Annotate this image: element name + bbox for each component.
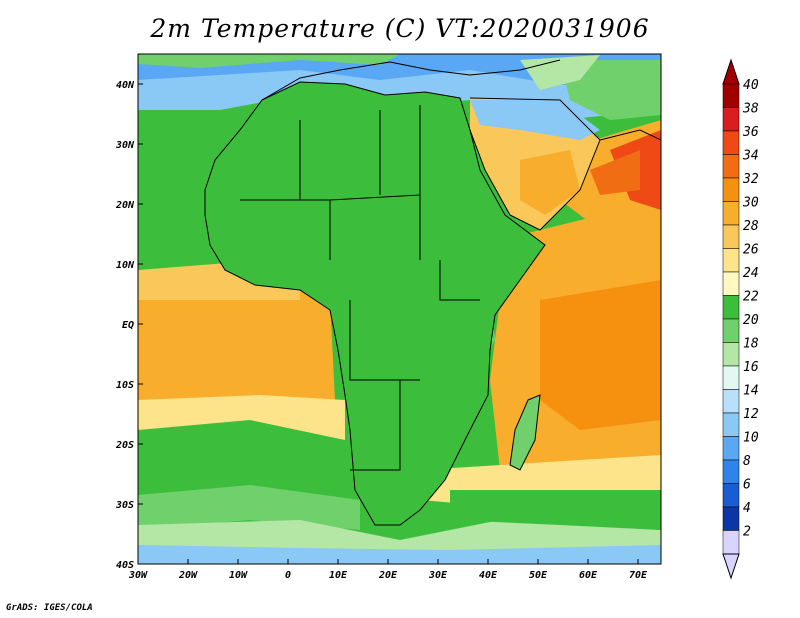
lat-tick-label: 30S	[115, 500, 134, 511]
colorbar-swatch	[722, 506, 740, 531]
colorbar-level-label: 36	[742, 125, 759, 140]
lat-tick-label: 10N	[116, 260, 135, 271]
lon-tick-label: 40E	[479, 570, 498, 581]
colorbar-level-label: 4	[743, 501, 751, 516]
lat-tick-label: 20S	[115, 440, 134, 451]
lon-tick-label: 0	[285, 570, 291, 581]
colorbar-swatch	[722, 177, 740, 202]
colorbar-swatch	[722, 83, 740, 108]
colorbar-level-label: 40	[743, 78, 759, 93]
colorbar-level-label: 8	[743, 454, 751, 469]
colorbar-level-label: 38	[742, 102, 759, 117]
colorbar-swatch	[722, 342, 740, 367]
colorbar-swatch	[722, 271, 740, 296]
lon-tick-label: 10W	[229, 570, 248, 581]
colorbar-level-label: 26	[743, 243, 759, 258]
colorbar-swatch	[722, 483, 740, 508]
lat-tick-label: EQ	[122, 320, 134, 331]
lat-tick-label: 30N	[115, 140, 135, 151]
lat-tick-label: 20N	[115, 200, 135, 211]
colorbar-level-label: 10	[743, 431, 759, 446]
colorbar-top-arrow	[722, 58, 740, 85]
colorbar-level-label: 14	[743, 384, 759, 399]
colorbar-level-label: 32	[742, 172, 759, 187]
plot-frame	[137, 53, 662, 565]
colorbar-swatch	[722, 389, 740, 414]
colorbar-legend: 40 38 36 34 32 30 28 26 24 22 20 18 16 14 12 10 8 6 4 2	[722, 58, 759, 580]
colorbar-swatch	[722, 248, 740, 273]
colorbar-level-label: 18	[743, 337, 759, 352]
colorbar-swatch	[722, 412, 740, 437]
lat-tick-label: 40N	[116, 80, 135, 91]
colorbar-swatch	[722, 130, 740, 155]
lon-tick-label: 50E	[529, 570, 548, 581]
lat-tick-label: 40S	[116, 560, 134, 571]
colorbar-swatch	[722, 365, 740, 390]
grads-credit: GrADS: IGES/COLA	[6, 603, 93, 613]
colorbar-level-label: 2	[743, 525, 751, 540]
lon-tick-label: 70E	[629, 570, 648, 581]
colorbar-swatch	[722, 318, 740, 343]
colorbar-level-label: 30	[742, 196, 759, 211]
colorbar-level-label: 28	[743, 219, 759, 234]
colorbar-swatch	[722, 459, 740, 484]
colorbar-swatch	[722, 530, 740, 555]
colorbar-level-label: 24	[743, 266, 759, 281]
colorbar-bottom-arrow	[722, 553, 740, 580]
colorbar-level-label: 12	[743, 407, 759, 422]
colorbar-swatch	[722, 201, 740, 226]
lon-tick-label: 20E	[378, 570, 398, 581]
colorbar-swatch	[722, 154, 740, 179]
map-title: 2m Temperature (C) VT:2020031906	[150, 14, 650, 43]
lon-tick-label: 30E	[428, 570, 448, 581]
colorbar-level-label: 34	[742, 149, 759, 164]
colorbar-level-label: 6	[743, 478, 751, 493]
colorbar-swatch	[722, 295, 740, 320]
colorbar-level-label: 20	[743, 313, 759, 328]
lat-tick-label: 10S	[116, 380, 134, 391]
colorbar-swatch	[722, 224, 740, 249]
colorbar-swatch	[722, 107, 740, 132]
colorbar-level-label: 22	[743, 290, 759, 305]
coastline	[204, 59, 661, 526]
lon-tick-label: 20W	[178, 570, 198, 581]
lon-tick-label: 60E	[579, 570, 598, 581]
lon-tick-label: 30W	[128, 570, 148, 581]
colorbar-swatch	[722, 436, 740, 461]
colorbar-level-label: 16	[743, 360, 759, 375]
lon-tick-label: 10E	[329, 570, 348, 581]
